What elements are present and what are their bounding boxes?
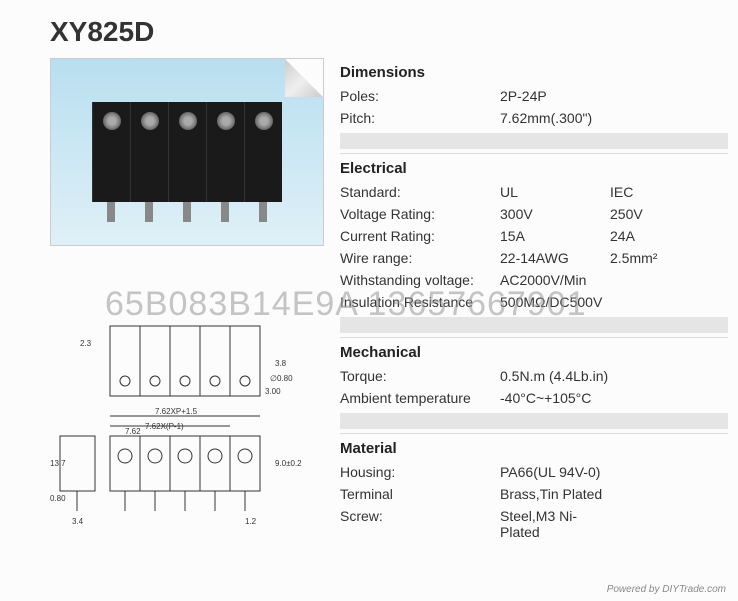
spec-value: 15A xyxy=(500,228,610,244)
spec-row: Standard:ULIEC xyxy=(340,181,728,203)
spec-value-2: 250V xyxy=(610,206,728,222)
spec-label: Screw: xyxy=(340,508,500,540)
dim-label: 9.0±0.2 xyxy=(275,459,302,468)
spec-rows-electrical: Standard:ULIECVoltage Rating:300V250VCur… xyxy=(340,181,728,313)
spec-value: -40°C~+105°C xyxy=(500,390,610,406)
spec-label: Torque: xyxy=(340,368,500,384)
spec-value-2: 2.5mm² xyxy=(610,250,728,266)
spec-value: 500MΩ/DC500V xyxy=(500,294,610,310)
dim-label: 1.2 xyxy=(245,517,257,526)
spec-label: Current Rating: xyxy=(340,228,500,244)
spec-value: Steel,M3 Ni-Plated xyxy=(500,508,610,540)
dim-label: 7.62XP+1.5 xyxy=(155,407,198,416)
spec-value: 300V xyxy=(500,206,610,222)
dim-label: 3.4 xyxy=(72,517,84,526)
spec-value: 2P-24P xyxy=(500,88,610,104)
dim-label: 7.62X(P-1) xyxy=(145,422,184,431)
spec-value: 7.62mm(.300") xyxy=(500,110,610,126)
spec-value-2 xyxy=(610,464,728,480)
technical-diagram: 2.3 3.8 3.00 ∅0.80 7.62XP+1.5 7.62X(P-1)… xyxy=(50,316,310,541)
product-photo xyxy=(50,58,324,246)
spec-label: Insulation Resistance xyxy=(340,294,500,310)
dim-label: 13.7 xyxy=(50,459,66,468)
spec-row: Screw:Steel,M3 Ni-Plated xyxy=(340,505,728,543)
spec-row: Current Rating:15A24A xyxy=(340,225,728,247)
spec-rows-material: Housing:PA66(UL 94V-0)TerminalBrass,Tin … xyxy=(340,461,728,543)
spec-value: Brass,Tin Plated xyxy=(500,486,610,502)
spec-row: Torque:0.5N.m (4.4Lb.in) xyxy=(340,365,728,387)
spec-row: TerminalBrass,Tin Plated xyxy=(340,483,728,505)
spec-label: Standard: xyxy=(340,184,500,200)
spec-row: Housing:PA66(UL 94V-0) xyxy=(340,461,728,483)
spec-value-2 xyxy=(610,390,728,406)
divider xyxy=(340,413,728,429)
section-header-material: Material xyxy=(340,433,728,461)
dim-label: 3.00 xyxy=(265,387,281,396)
spec-row: Poles:2P-24P xyxy=(340,85,728,107)
spec-value-2 xyxy=(610,110,728,126)
spec-value-2 xyxy=(610,486,728,502)
spec-row: Withstanding voltage:AC2000V/Min xyxy=(340,269,728,291)
dim-label: ∅0.80 xyxy=(270,374,293,383)
terminal-block-illustration xyxy=(92,102,282,202)
spec-label: Voltage Rating: xyxy=(340,206,500,222)
dim-label: 2.3 xyxy=(80,339,92,348)
spec-value-2: 24A xyxy=(610,228,728,244)
spec-row: Insulation Resistance500MΩ/DC500V xyxy=(340,291,728,313)
footer-credit: Powered by DIYTrade.com xyxy=(607,584,726,595)
spec-row: Voltage Rating:300V250V xyxy=(340,203,728,225)
spec-value: 22-14AWG xyxy=(500,250,610,266)
spec-value: PA66(UL 94V-0) xyxy=(500,464,610,480)
content-area: 2.3 3.8 3.00 ∅0.80 7.62XP+1.5 7.62X(P-1)… xyxy=(0,48,738,543)
spec-label: Withstanding voltage: xyxy=(340,272,500,288)
spec-value-2: IEC xyxy=(610,184,728,200)
section-header-electrical: Electrical xyxy=(340,153,728,181)
divider xyxy=(340,133,728,149)
spec-label: Wire range: xyxy=(340,250,500,266)
specs-column: Dimensions Poles:2P-24PPitch:7.62mm(.300… xyxy=(330,58,728,543)
spec-rows-dimensions: Poles:2P-24PPitch:7.62mm(.300") xyxy=(340,85,728,129)
spec-label: Pitch: xyxy=(340,110,500,126)
spec-rows-mechanical: Torque:0.5N.m (4.4Lb.in)Ambient temperat… xyxy=(340,365,728,409)
dim-label: 0.80 xyxy=(50,494,66,503)
dim-label: 7.62 xyxy=(125,427,141,436)
spec-value: 0.5N.m (4.4Lb.in) xyxy=(500,368,610,384)
spec-value-2 xyxy=(610,368,728,384)
divider xyxy=(340,317,728,333)
spec-row: Wire range:22-14AWG2.5mm² xyxy=(340,247,728,269)
spec-value-2 xyxy=(610,88,728,104)
dim-label: 3.8 xyxy=(275,359,287,368)
spec-value-2 xyxy=(610,294,728,310)
spec-value: UL xyxy=(500,184,610,200)
spec-value-2 xyxy=(610,508,728,540)
section-header-dimensions: Dimensions xyxy=(340,58,728,85)
spec-value-2 xyxy=(610,272,728,288)
spec-value: AC2000V/Min xyxy=(500,272,610,288)
spec-label: Poles: xyxy=(340,88,500,104)
product-title: XY825D xyxy=(0,0,738,48)
spec-row: Pitch:7.62mm(.300") xyxy=(340,107,728,129)
spec-row: Ambient temperature-40°C~+105°C xyxy=(340,387,728,409)
section-header-mechanical: Mechanical xyxy=(340,337,728,365)
spec-label: Housing: xyxy=(340,464,500,480)
spec-label: Ambient temperature xyxy=(340,390,500,406)
left-column: 2.3 3.8 3.00 ∅0.80 7.62XP+1.5 7.62X(P-1)… xyxy=(50,58,330,543)
spec-label: Terminal xyxy=(340,486,500,502)
